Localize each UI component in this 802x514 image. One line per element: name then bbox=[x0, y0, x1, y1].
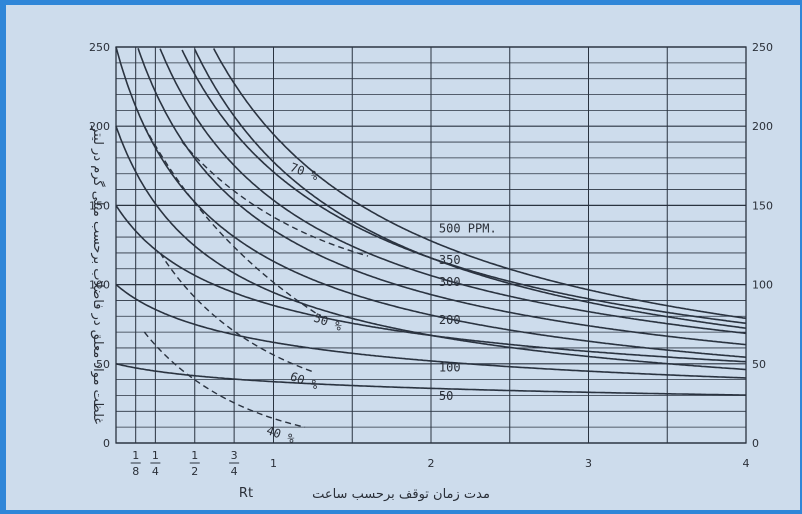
y-tick-left: 100 bbox=[89, 279, 110, 292]
y-tick-right: 250 bbox=[752, 41, 773, 54]
grid bbox=[115, 46, 747, 444]
series-line bbox=[115, 204, 747, 363]
removal-label: 50 % bbox=[312, 311, 345, 334]
y-tick-right: 150 bbox=[752, 199, 773, 212]
chart-frame: 500 PPM. 350 300 200 100 50 70 % 50 % 60 % 40 % 0… bbox=[6, 5, 800, 510]
plot-area bbox=[115, 46, 747, 444]
y-tick-left: 150 bbox=[89, 199, 110, 212]
y-tick-left: 0 bbox=[103, 437, 110, 450]
x-axis-symbol: Rt bbox=[239, 486, 253, 501]
y-tick-left: 50 bbox=[96, 358, 110, 371]
x-tick: 2 bbox=[191, 465, 198, 478]
x-tick: 1 bbox=[152, 449, 159, 462]
x-tick: 2 bbox=[428, 457, 435, 470]
x-tick: 4 bbox=[743, 457, 750, 470]
x-tick: 3 bbox=[231, 449, 238, 462]
series-label: 50 bbox=[439, 389, 453, 403]
x-tick: 1 bbox=[270, 457, 277, 470]
removal-lines bbox=[143, 125, 369, 428]
x-tick: 1 bbox=[191, 449, 198, 462]
series-label: 500 PPM. bbox=[439, 221, 497, 235]
series-label: 350 bbox=[439, 253, 461, 267]
y-tick-left: 200 bbox=[89, 120, 110, 133]
curves bbox=[115, 46, 747, 396]
removal-line bbox=[143, 331, 306, 428]
series-line bbox=[194, 48, 747, 329]
series-line bbox=[115, 283, 747, 379]
y-axis-label: غلظت مواد معلق در فاضلاب برحسب میلی گرم … bbox=[90, 125, 106, 424]
x-tick: 4 bbox=[231, 465, 238, 478]
removal-line bbox=[181, 141, 369, 257]
y-tick-right: 50 bbox=[752, 358, 766, 371]
removal-line bbox=[159, 252, 314, 373]
y-tick-left: 250 bbox=[89, 41, 110, 54]
y-tick-right: 200 bbox=[752, 120, 773, 133]
x-tick: 1 bbox=[132, 449, 139, 462]
series-line bbox=[212, 48, 747, 320]
series-line bbox=[115, 46, 747, 358]
series-line bbox=[115, 363, 747, 396]
x-tick: 8 bbox=[132, 465, 139, 478]
y-tick-right: 100 bbox=[752, 279, 773, 292]
removal-line bbox=[143, 125, 322, 317]
y-tick-right: 0 bbox=[752, 437, 759, 450]
series-line bbox=[137, 47, 747, 346]
x-tick: 4 bbox=[152, 465, 159, 478]
series-label: 200 bbox=[439, 313, 461, 327]
series-line bbox=[159, 48, 747, 335]
series-label: 100 bbox=[439, 361, 461, 375]
x-tick: 3 bbox=[585, 457, 592, 470]
x-axis-label: مدت زمان توقف برحسب ساعت bbox=[312, 487, 490, 502]
series-label: 300 bbox=[439, 275, 461, 289]
removal-label: 60 % bbox=[288, 369, 321, 392]
series-line bbox=[181, 49, 747, 325]
